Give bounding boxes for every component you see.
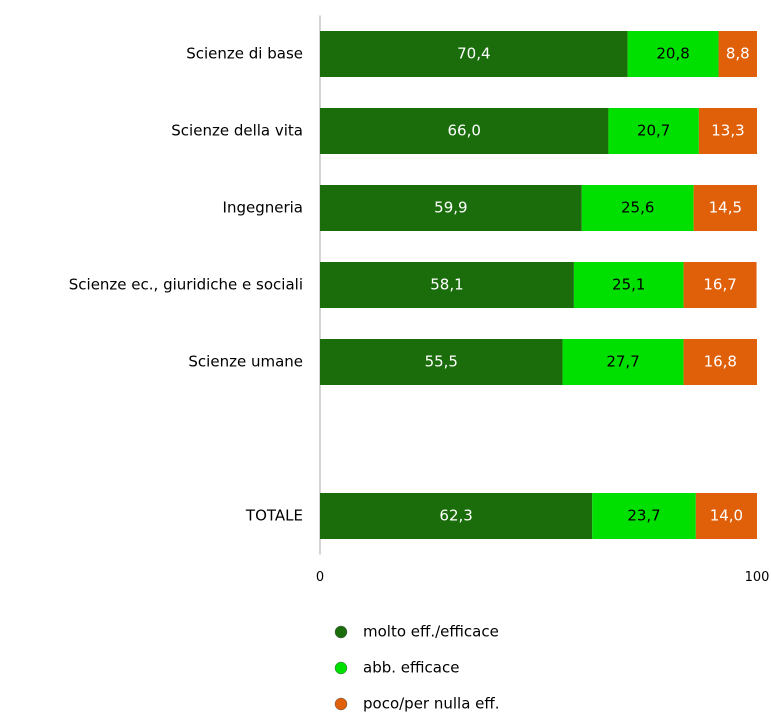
data-label: 14,5	[709, 199, 742, 217]
data-label: 59,9	[434, 199, 467, 217]
bar-segment	[683, 339, 757, 385]
legend-label: molto eff./efficace	[363, 623, 499, 641]
data-label: 16,8	[704, 353, 737, 371]
data-label: 70,4	[457, 45, 490, 63]
data-label: 66,0	[448, 122, 481, 140]
y-tick-label: Scienze umane	[188, 353, 303, 371]
bar-segment	[562, 339, 684, 385]
y-tick-label: Scienze di base	[186, 45, 303, 63]
bar-segment	[683, 262, 757, 308]
data-label: 25,6	[621, 199, 654, 217]
data-label: 23,7	[627, 507, 660, 525]
bar-segment	[718, 31, 757, 77]
x-tick-label: 0	[316, 570, 324, 585]
data-label: 20,8	[656, 45, 689, 63]
data-label: 20,7	[637, 122, 670, 140]
data-label: 62,3	[439, 507, 472, 525]
bar-segment	[320, 185, 582, 231]
bar-segment	[627, 31, 719, 77]
legend-label: abb. efficace	[363, 659, 459, 677]
data-label: 58,1	[430, 276, 463, 294]
y-tick-label: Scienze ec., giuridiche e sociali	[69, 276, 303, 294]
bar-segment	[573, 262, 684, 308]
y-tick-label: Ingegneria	[223, 199, 303, 217]
x-tick-label: 100	[745, 570, 770, 585]
legend-marker	[334, 625, 348, 639]
legend-marker	[334, 697, 348, 711]
bar-segment	[693, 185, 757, 231]
y-tick-label: TOTALE	[245, 507, 303, 525]
bar-segment	[695, 493, 757, 539]
data-label: 55,5	[425, 353, 458, 371]
bar-segment	[320, 108, 609, 154]
data-label: 8,8	[726, 45, 750, 63]
legend-label: poco/per nulla eff.	[363, 695, 500, 713]
bar-segment	[320, 339, 563, 385]
data-label: 16,7	[703, 276, 736, 294]
bar-segment	[581, 185, 694, 231]
y-tick-label: Scienze della vita	[171, 122, 303, 140]
bar-segment	[320, 262, 574, 308]
data-label: 27,7	[606, 353, 639, 371]
bar-segment	[592, 493, 696, 539]
bar-segment	[320, 493, 593, 539]
data-label: 14,0	[710, 507, 743, 525]
bar-segment	[608, 108, 699, 154]
bar-segment	[698, 108, 757, 154]
bar-segment	[320, 31, 628, 77]
legend-marker	[334, 661, 348, 675]
data-label: 25,1	[612, 276, 645, 294]
data-label: 13,3	[711, 122, 744, 140]
